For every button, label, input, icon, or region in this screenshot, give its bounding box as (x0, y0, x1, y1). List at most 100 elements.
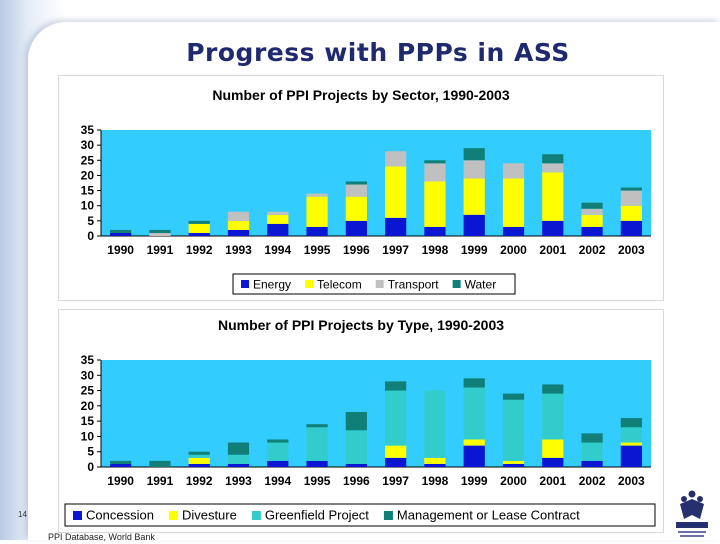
bar-segment (424, 463, 446, 467)
y-tick-label: 35 (81, 353, 95, 367)
bar-segment (110, 229, 132, 233)
legend-label: Energy (253, 277, 291, 291)
legend-label: Water (465, 277, 497, 291)
bar-segment (110, 463, 132, 467)
bar-segment (227, 454, 250, 464)
bar-segment (620, 220, 642, 236)
y-tick-label: 15 (81, 414, 95, 428)
bar-segment (620, 187, 642, 191)
y-tick-label: 15 (81, 184, 95, 198)
x-tick-label: 1995 (304, 474, 331, 488)
y-tick-label: 10 (81, 199, 95, 213)
x-tick-label: 1993 (225, 474, 252, 488)
sector-chart-svg: Number of PPI Projects by Sector, 1990-2… (81, 87, 651, 295)
bar-segment (188, 457, 210, 464)
bar-segment (542, 439, 564, 458)
bar-segment (620, 445, 642, 467)
bar-segment (542, 393, 564, 440)
x-tick-label: 2003 (618, 474, 645, 488)
bar-segment (345, 430, 367, 464)
bar-segment (463, 445, 485, 467)
legend-swatch (375, 280, 384, 288)
x-tick-label: 2003 (618, 243, 645, 257)
slide-title: Progress with PPPs in ASS (186, 38, 570, 67)
bar-segment (188, 463, 210, 467)
y-tick-label: 20 (81, 399, 95, 413)
bar-segment (542, 220, 564, 236)
bar-segment (385, 217, 407, 236)
bar-segment (188, 223, 210, 233)
legend-swatch (452, 280, 461, 288)
bar-segment (502, 399, 525, 461)
legend-box (232, 273, 516, 295)
y-tick-label: 5 (87, 445, 94, 459)
bar-segment (463, 148, 485, 161)
bar-segment (581, 460, 603, 467)
x-tick-label: 1998 (422, 243, 449, 257)
bar-segment (424, 163, 446, 182)
bar-segment (345, 220, 367, 236)
x-tick-label: 1990 (107, 243, 134, 257)
legend-swatch (251, 511, 261, 520)
legend-swatch (73, 511, 82, 520)
legend-label: Telecom (317, 277, 362, 291)
bar-segment (227, 442, 250, 455)
bar-segment (542, 154, 564, 164)
bar-segment (110, 460, 132, 464)
bar-segment (149, 229, 171, 233)
bar-segment (581, 214, 603, 227)
bar-segment (306, 193, 328, 197)
x-tick-label: 1991 (147, 243, 174, 257)
bar-segment (542, 163, 564, 173)
bar-segment (149, 232, 171, 236)
bar-segment (542, 457, 564, 467)
bar-segment (620, 205, 642, 221)
x-tick-label: 2001 (539, 243, 566, 257)
bar-segment (424, 390, 446, 458)
x-tick-label: 1993 (225, 243, 252, 257)
legend-label: Concession (86, 508, 154, 523)
x-tick-label: 2002 (579, 243, 606, 257)
bar-segment (542, 384, 564, 394)
bar-segment (463, 439, 485, 446)
x-tick-label: 1995 (304, 243, 331, 257)
bar-segment (345, 181, 367, 185)
bar-segment (385, 151, 407, 167)
bar-segment (620, 418, 642, 428)
type-chart-svg: Number of PPI Projects by Type, 1990-200… (64, 317, 656, 527)
bar-segment (463, 160, 485, 179)
bar-segment (267, 439, 289, 443)
type-chart: Number of PPI Projects by Type, 1990-200… (58, 309, 664, 533)
plot-area (101, 360, 651, 467)
bar-segment (306, 226, 328, 236)
bar-segment (424, 226, 446, 236)
bar-segment (345, 196, 367, 221)
bar-segment (227, 220, 250, 230)
bar-segment (463, 178, 485, 215)
y-tick-label: 20 (81, 168, 95, 182)
bar-segment (463, 387, 485, 440)
bar-segment (306, 424, 328, 428)
x-tick-label: 1990 (107, 474, 134, 488)
bar-segment (345, 411, 367, 431)
legend-box (64, 503, 656, 527)
y-tick-label: 30 (81, 138, 95, 152)
x-tick-label: 1996 (343, 474, 370, 488)
bar-segment (306, 196, 328, 227)
bar-segment (345, 184, 367, 197)
bar-segment (463, 214, 485, 236)
bar-segment (306, 460, 328, 467)
bar-segment (581, 442, 603, 461)
legend-swatch (168, 511, 178, 520)
bar-segment (502, 226, 525, 236)
bar-segment (581, 208, 603, 215)
bar-segment (267, 460, 289, 467)
x-tick-label: 1992 (186, 474, 213, 488)
bar-segment (227, 229, 250, 236)
y-tick-label: 0 (87, 460, 94, 474)
y-tick-label: 30 (81, 368, 95, 382)
bar-segment (424, 160, 446, 164)
bar-segment (502, 393, 525, 400)
ibrsa-logo (670, 487, 714, 539)
bar-segment (385, 390, 407, 446)
